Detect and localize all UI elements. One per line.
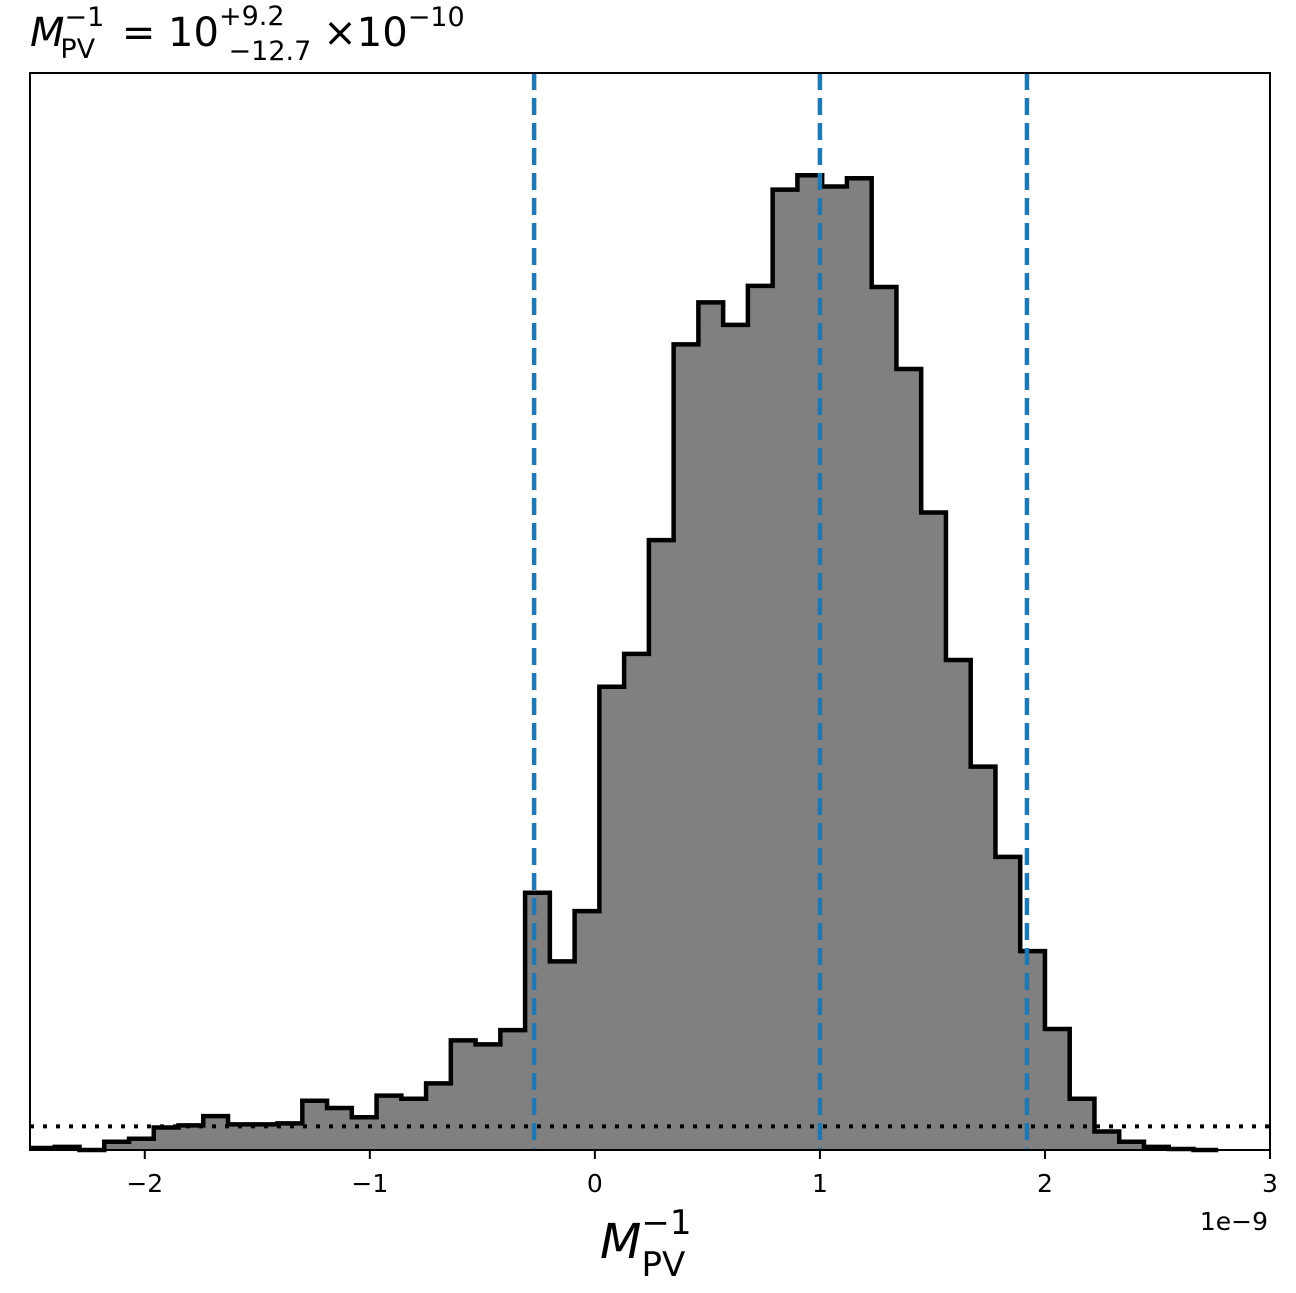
histogram-bar [401,1098,427,1150]
histogram-bar [1020,951,1046,1150]
x-tick-label: 1 [812,1169,828,1198]
histogram-bar [599,686,625,1150]
plot-frame [29,72,1271,1151]
histogram-bar [129,1138,155,1150]
histogram-bar [252,1124,279,1150]
histogram-bar [945,660,972,1150]
histogram-bar [450,1040,477,1150]
histogram-bar [624,653,650,1150]
histogram-bar [178,1125,204,1150]
histogram-bar [673,344,699,1151]
histogram-bar [772,189,799,1150]
histogram-bar [1094,1131,1120,1150]
histogram-bar [846,178,873,1151]
histogram-bar [351,1117,378,1150]
quantile-lines [531,73,1030,1150]
histogram-bar [747,285,774,1150]
histogram-bar [426,1083,452,1150]
histogram-bar [871,286,898,1150]
histogram-bar [153,1127,180,1150]
x-axis-ticks: −2 −1 0 1 2 3 [126,1150,1278,1198]
chart-title: M−1 PV = 10+9.2 −12.7 ×10−10 [30,1,465,67]
histogram-outline [30,172,1219,1153]
histogram-bar [525,892,551,1150]
x-tick-label: −2 [126,1169,163,1198]
histogram-bar [970,766,997,1150]
x-tick-label: 0 [587,1169,603,1198]
histogram-bar [698,302,724,1150]
histogram-bar [574,911,600,1150]
histogram-bar [921,512,947,1150]
histogram-bar [1119,1141,1145,1150]
x-tick-label: 3 [1262,1169,1278,1198]
x-axis-label: M−1 PV [600,1203,692,1285]
histogram-bar [1069,1098,1096,1150]
histogram-bar [648,540,675,1150]
x-tick-label: 2 [1037,1169,1053,1198]
histogram-bar [203,1116,229,1150]
x-tick-label: −1 [351,1169,388,1198]
histogram-bar [1044,1029,1071,1150]
histogram-bar [995,856,1021,1150]
axis-offset-label: 1e−9 [1200,1207,1268,1236]
histogram-bar [896,368,922,1150]
histogram-bar [327,1107,353,1150]
histogram-bar [822,186,848,1150]
histogram-bar [228,1124,254,1150]
histogram-bar [475,1044,501,1150]
histogram-bars [30,175,1195,1151]
histogram-bar [549,961,576,1150]
histogram-bar [104,1141,130,1150]
histogram-bar [723,324,749,1150]
histogram-bar [500,1030,526,1150]
histogram-bar [376,1095,402,1150]
